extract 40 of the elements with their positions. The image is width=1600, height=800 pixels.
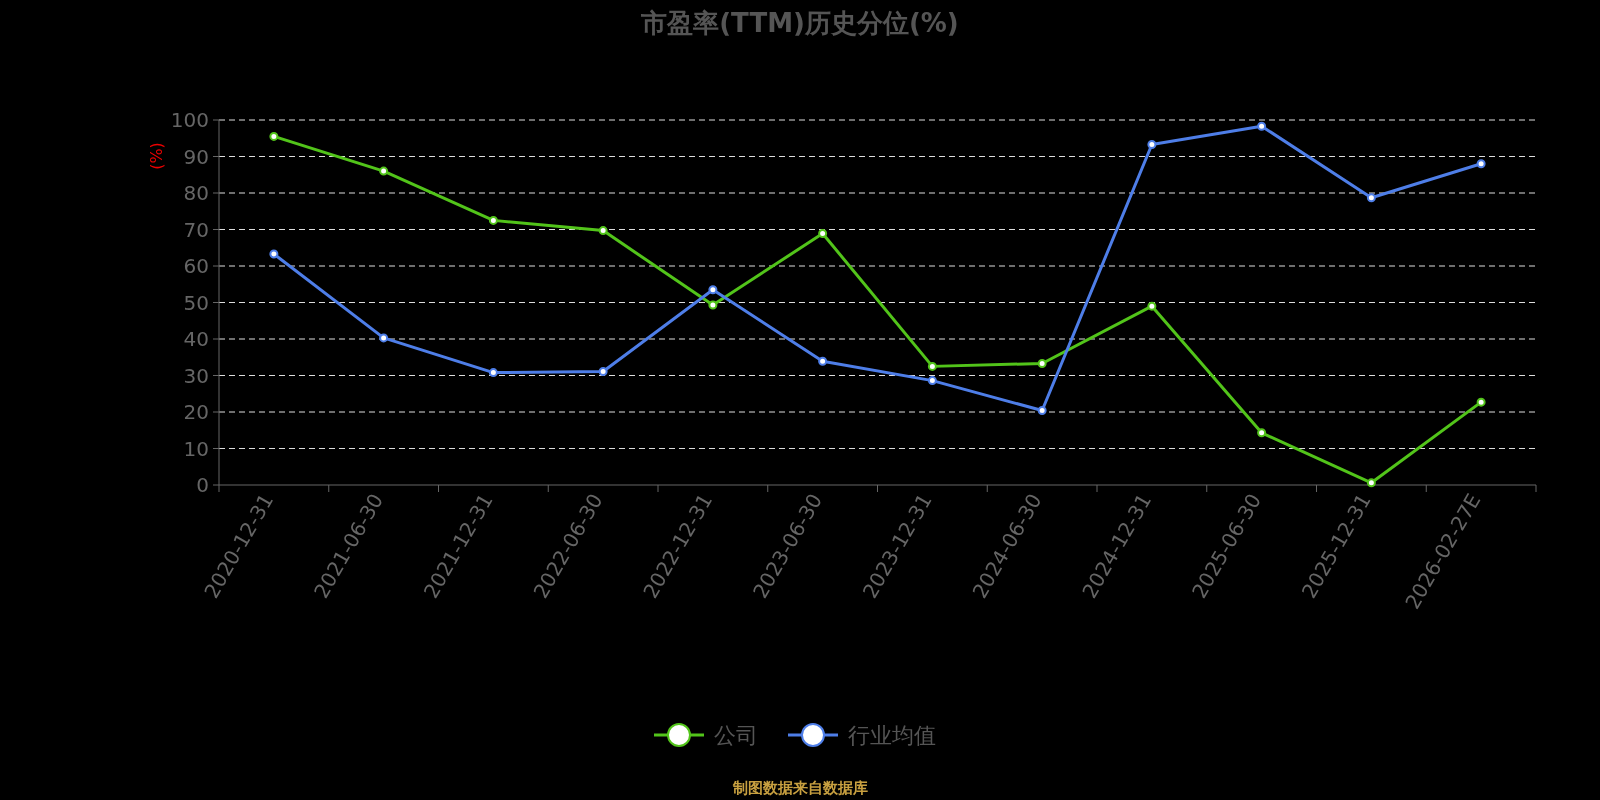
y-tick-label: 80 [183,181,209,205]
point [488,215,498,225]
point [1037,406,1047,416]
point [488,368,498,378]
point [598,366,608,376]
y-tick-label: 50 [183,290,209,315]
point [927,376,937,386]
point [598,226,608,236]
point [269,131,279,141]
point [1366,193,1376,203]
point [818,356,828,366]
point [379,333,389,343]
point [1476,397,1486,407]
point [708,300,718,310]
point [1476,159,1486,169]
point [1257,428,1267,438]
point [927,361,937,371]
y-tick-label: 100 [170,108,209,132]
point [818,229,828,239]
y-tick-label: 0 [196,473,209,497]
point [1366,478,1376,488]
point [708,285,718,295]
y-axis-title: (%) [147,142,166,170]
legend-label: 公司 [714,723,758,748]
y-tick-label: 60 [183,254,209,278]
chart-title: 市盈率(TTM)历史分位(%) [640,8,959,38]
point [1147,301,1157,311]
text: 制图数据来自数据库 [731,779,868,797]
point [1037,358,1047,368]
y-tick-label: 70 [183,217,209,242]
y-tick-label: 10 [183,436,209,461]
point [1147,139,1157,149]
y-tick-label: 20 [183,400,209,424]
point [379,166,389,176]
y-tick-label: 30 [183,363,209,388]
y-tick-label: 90 [183,144,209,169]
y-tick-label: 40 [183,327,209,351]
legend-label: 行业均值 [848,723,936,748]
point [1257,121,1267,131]
point [269,249,279,259]
